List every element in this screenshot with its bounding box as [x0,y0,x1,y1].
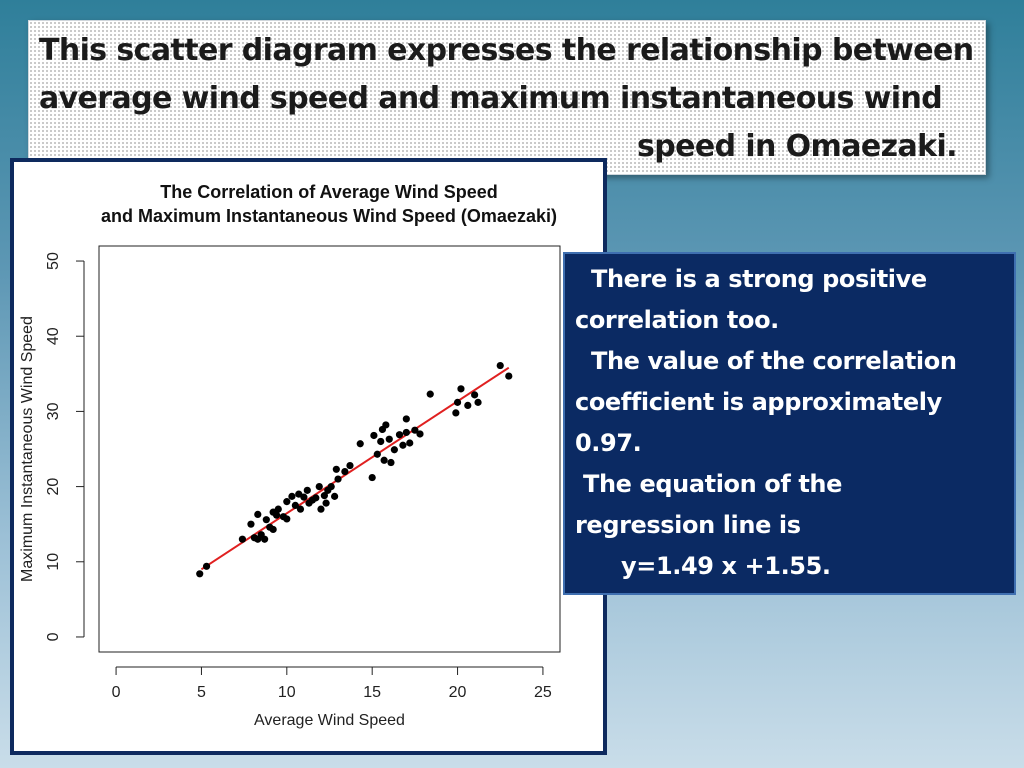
data-point-23 [300,493,308,501]
info-line-2: correlation too. [575,306,779,334]
title-line-1: This scatter diagram expresses the relat… [39,33,974,68]
data-point-29 [317,505,325,513]
data-point-50 [395,431,404,439]
x-tick-label-5: 5 [197,684,206,701]
data-point-2 [202,562,211,570]
data-point-7 [254,510,262,519]
data-point-60 [457,385,465,393]
data-point-38 [346,461,354,470]
y-tick-label-20: 20 [45,478,62,496]
data-point-36 [334,475,342,483]
chart-title-line-1: The Correlation of Average Wind Speed [160,182,498,202]
info-line-6: The equation of the [583,470,842,498]
data-point-14 [272,511,281,519]
data-point-3 [238,535,247,543]
data-point-65 [505,372,513,380]
data-point-45 [380,456,388,464]
data-point-22 [296,505,305,513]
plot-area [98,245,561,653]
info-line-1: There is a strong positive [591,265,927,293]
info-line-3: The value of the correlation [591,347,957,375]
data-point-46 [382,421,390,429]
data-point-63 [474,398,482,406]
data-point-19 [288,492,296,500]
chart-frame: The Correlation of Average Wind Speed and… [10,158,607,755]
data-point-27 [312,494,320,502]
info-line-8: y=1.49 x +1.55. [621,552,831,580]
data-point-49 [390,446,398,454]
x-tick-label-15: 15 [363,684,381,701]
info-line-4: coefficient is approximately [575,388,942,416]
data-point-1 [196,570,204,578]
data-point-20 [291,501,299,509]
data-point-18 [283,498,291,506]
data-point-4 [247,520,255,528]
chart-title-line-2: and Maximum Instantaneous Wind Speed (Om… [101,206,557,226]
data-point-64 [496,361,504,370]
data-point-30 [320,492,328,500]
data-point-24 [303,486,311,494]
x-axis-label: Average Wind Speed [254,712,405,729]
data-point-34 [331,492,339,500]
scatter-chart: The Correlation of Average Wind Speed and… [19,182,561,729]
data-point-28 [315,482,323,491]
data-point-37 [341,467,349,476]
data-point-53 [402,415,410,423]
data-point-17 [283,515,291,523]
data-point-40 [368,473,376,482]
y-tick-label-30: 30 [45,402,62,420]
title-line-2: average wind speed and maximum instantan… [39,81,943,116]
data-point-59 [453,398,462,406]
regression-line [200,366,510,571]
info-line-5: 0.97. [575,429,642,457]
data-point-61 [464,401,472,409]
y-tick-label-40: 40 [45,327,62,345]
data-point-10 [262,516,270,524]
x-tick-label-20: 20 [449,684,467,701]
data-point-12 [269,525,277,534]
data-point-42 [373,450,381,458]
data-point-47 [385,435,393,443]
data-point-43 [377,437,385,446]
data-point-57 [426,390,434,398]
y-tick-label-10: 10 [45,553,62,571]
data-point-55 [411,426,419,434]
info-line-7: regression line is [575,511,801,539]
data-point-56 [416,430,424,438]
data-point-48 [387,458,395,467]
data-point-58 [452,409,460,417]
data-point-33 [327,482,335,491]
data-point-51 [399,441,407,449]
data-point-31 [322,499,330,507]
data-point-39 [356,440,364,448]
data-point-41 [370,431,378,440]
y-axis-label: Maximum Instantaneous Wind Speed [19,316,36,582]
title-box: This scatter diagram expresses the relat… [28,20,986,175]
data-point-54 [406,439,414,447]
y-tick-label-50: 50 [45,252,62,270]
info-box: There is a strong positive correlation t… [563,252,1016,595]
data-point-15 [274,505,282,513]
x-tick-label-0: 0 [112,684,121,701]
x-tick-label-25: 25 [534,684,552,701]
data-point-62 [471,391,479,399]
title-line-3: speed in Omaezaki. [637,129,958,164]
data-point-35 [332,465,340,473]
data-point-52 [402,428,410,437]
data-point-9 [261,535,269,543]
x-tick-label-10: 10 [278,684,296,701]
y-tick-label-0: 0 [45,632,62,641]
